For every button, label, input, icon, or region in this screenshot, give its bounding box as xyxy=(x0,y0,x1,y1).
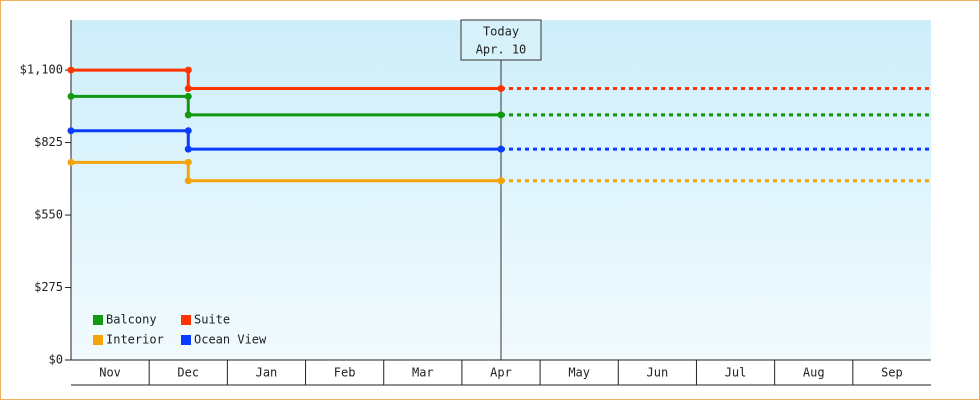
x-tick-label: Jun xyxy=(647,366,669,380)
legend-label: Suite xyxy=(194,313,230,327)
x-tick-label: Aug xyxy=(803,366,825,380)
today-label: Today xyxy=(483,25,519,39)
legend-swatch xyxy=(181,315,191,325)
point xyxy=(184,85,192,93)
x-tick-label: Apr xyxy=(490,366,512,380)
legend-swatch xyxy=(93,335,103,345)
point xyxy=(497,111,505,119)
y-tick-label: $0 xyxy=(49,353,63,367)
x-tick-label: Jul xyxy=(725,366,747,380)
y-tick-label: $1,100 xyxy=(20,63,63,77)
x-tick-label: Mar xyxy=(412,366,434,380)
point xyxy=(184,158,192,166)
today-box xyxy=(460,19,542,61)
x-tick-label: Jan xyxy=(256,366,278,380)
point xyxy=(184,92,192,100)
point xyxy=(184,127,192,135)
x-tick-label: Feb xyxy=(334,366,356,380)
legend-swatch xyxy=(181,335,191,345)
point xyxy=(497,85,505,93)
y-tick-label: $275 xyxy=(34,280,63,294)
x-tick-label: Sep xyxy=(881,366,903,380)
legend-label: Interior xyxy=(106,333,164,347)
point xyxy=(184,111,192,119)
point xyxy=(184,66,192,74)
legend-label: Balcony xyxy=(106,313,157,327)
legend-swatch xyxy=(93,315,103,325)
point xyxy=(67,92,75,100)
point xyxy=(497,177,505,185)
y-tick-label: $550 xyxy=(34,208,63,222)
point xyxy=(67,66,75,74)
x-tick-label: May xyxy=(568,366,590,380)
point xyxy=(67,158,75,166)
point xyxy=(184,145,192,153)
point xyxy=(67,127,75,135)
point xyxy=(184,177,192,185)
y-tick-label: $825 xyxy=(34,135,63,149)
point xyxy=(497,145,505,153)
legend-label: Ocean View xyxy=(194,333,267,347)
x-tick-label: Nov xyxy=(99,366,121,380)
x-tick-label: Dec xyxy=(177,366,199,380)
today-date: Apr. 10 xyxy=(476,43,527,57)
